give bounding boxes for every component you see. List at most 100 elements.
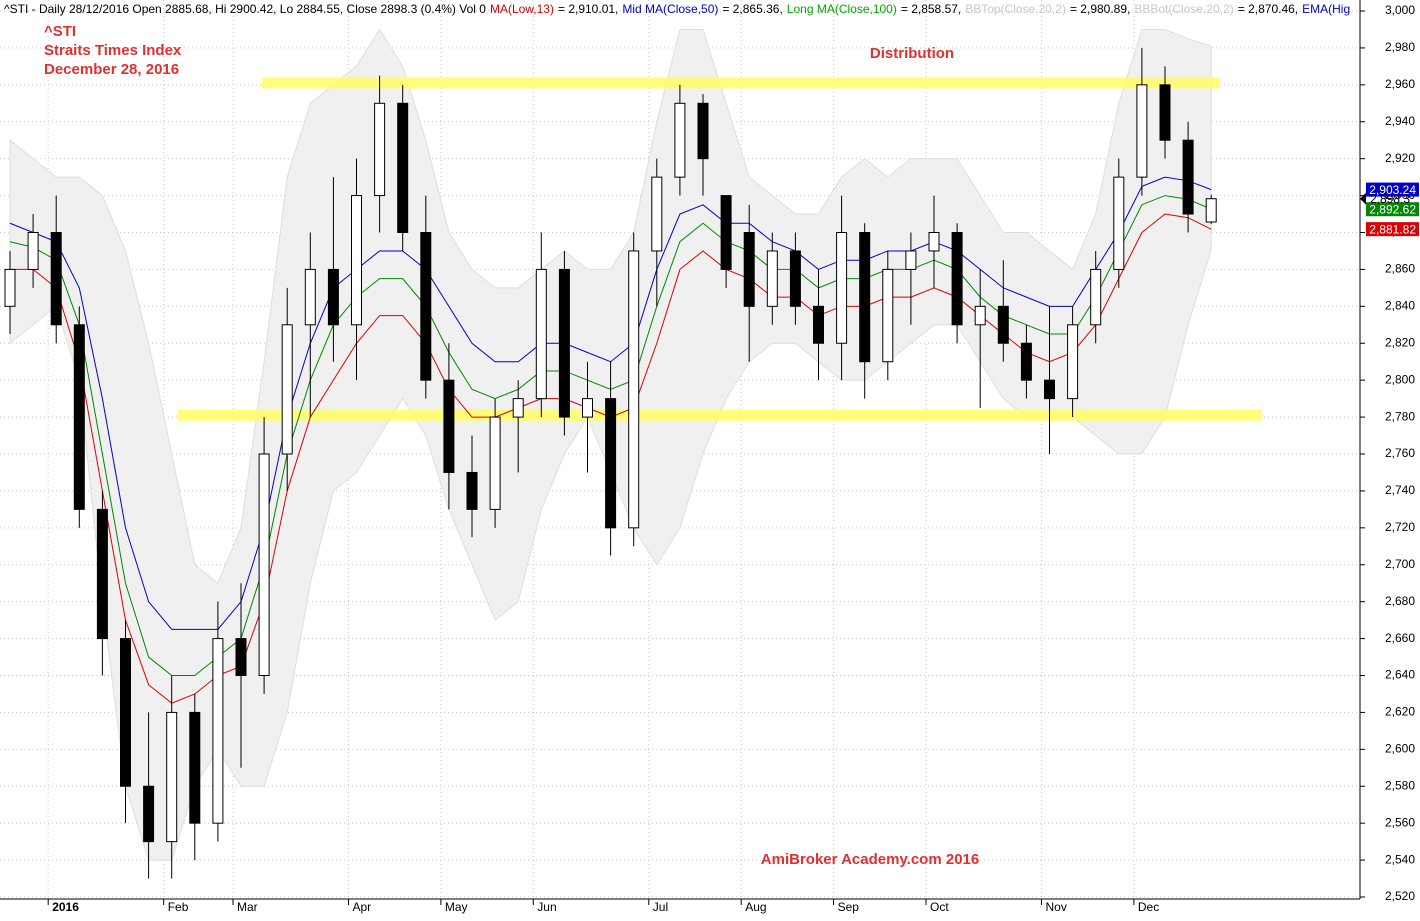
- x-tick-label: Apr: [353, 900, 372, 914]
- header-part: = 2,858.57,: [901, 2, 961, 16]
- candle-body: [720, 195, 732, 270]
- ma-end-badge-label: 2,903.24: [1369, 183, 1416, 197]
- candle-body: [674, 102, 686, 178]
- y-tick-label: 2,780: [1385, 409, 1415, 423]
- candle-body: [882, 268, 894, 363]
- candle-body: [836, 232, 848, 344]
- y-tick-label: 2,580: [1385, 778, 1415, 792]
- candle-body: [166, 711, 178, 843]
- candle-body: [212, 638, 224, 824]
- y-tick-label: 2,620: [1385, 705, 1415, 719]
- candle-body: [351, 195, 362, 326]
- header-part: MA(Low,13): [490, 2, 554, 16]
- y-tick-label: 2,720: [1385, 520, 1415, 534]
- candle-body: [281, 324, 293, 455]
- candle-body: [697, 102, 709, 160]
- candle-body: [27, 232, 39, 270]
- candle-body: [96, 508, 108, 640]
- candle-body: [50, 232, 62, 326]
- candle-body: [443, 379, 455, 473]
- y-tick-label: 2,520: [1385, 889, 1415, 903]
- candle-body: [558, 268, 570, 418]
- candle-body: [73, 324, 85, 510]
- header-part: BBTop(Close,20,2): [965, 2, 1066, 16]
- candle-body: [605, 398, 617, 529]
- y-tick-label: 2,820: [1385, 335, 1415, 349]
- header-part: = 2,910.01,: [558, 2, 618, 16]
- x-tick-label: Mar: [237, 900, 258, 914]
- y-tick-label: 2,740: [1385, 483, 1415, 497]
- candle-body: [189, 711, 201, 824]
- annotation: Straits Times Index: [44, 42, 182, 59]
- y-tick-label: 2,760: [1385, 446, 1415, 460]
- candle-body: [374, 102, 386, 197]
- candle-body: [512, 398, 524, 418]
- header-part: Mid MA(Close,50): [622, 2, 718, 16]
- header-part: = 2,870.46,: [1238, 2, 1298, 16]
- candle-body: [1182, 139, 1194, 215]
- y-tick-label: 2,840: [1385, 299, 1415, 313]
- candle-body: [120, 638, 131, 787]
- x-tick-label: Jun: [537, 900, 556, 914]
- close-pointer: [1360, 192, 1366, 205]
- candle-body: [1067, 324, 1079, 400]
- annotation: AmiBroker Academy.com 2016: [761, 851, 979, 868]
- candle-body: [928, 232, 940, 252]
- header-part: EMA(Hig: [1302, 2, 1350, 16]
- y-tick-label: 2,800: [1385, 372, 1415, 386]
- header-part: BBBot(Close,20,2): [1134, 2, 1233, 16]
- x-tick-label: Nov: [1046, 900, 1067, 914]
- x-tick-label: Sep: [838, 900, 860, 914]
- ma-end-badge-label: 2,881.82: [1369, 222, 1416, 236]
- candle-body: [1136, 84, 1148, 178]
- candle-body: [974, 305, 986, 326]
- candle-body: [789, 250, 801, 307]
- candle-body: [743, 232, 755, 307]
- x-tick-label: Jul: [653, 900, 668, 914]
- y-tick-label: 2,640: [1385, 668, 1415, 682]
- y-tick-label: 2,540: [1385, 852, 1415, 866]
- candle-body: [766, 250, 778, 307]
- candle-body: [813, 305, 824, 344]
- candle-body: [4, 268, 16, 307]
- candle-body: [1113, 176, 1125, 270]
- header-part: = 2,865.36,: [722, 2, 782, 16]
- ma-end-badge: [1366, 202, 1419, 217]
- close-label: 2,898.3: [1370, 192, 1410, 206]
- header: ^STI - Daily 28/12/2016 Open 2885.68, Hi…: [4, 2, 1350, 16]
- candle-body: [1159, 84, 1171, 141]
- x-tick-label: Dec: [1138, 900, 1159, 914]
- annotation: December 28, 2016: [44, 61, 179, 78]
- annotation: ^STI: [44, 23, 76, 40]
- candle-body: [905, 250, 917, 270]
- candle-body: [258, 453, 270, 676]
- candle-body: [327, 268, 339, 326]
- candle-body: [997, 305, 1009, 344]
- candle-body: [397, 102, 409, 233]
- candle-body: [628, 250, 640, 529]
- x-tick-label: May: [445, 900, 468, 914]
- y-tick-label: 2,600: [1385, 742, 1415, 756]
- y-tick-label: 2,680: [1385, 594, 1415, 608]
- ma-end-badge: [1366, 182, 1419, 197]
- annotation: Distribution: [870, 45, 954, 62]
- candle-body: [582, 398, 593, 418]
- candle-body: [304, 268, 316, 326]
- header-part: Long MA(Close,100): [787, 2, 897, 16]
- candle-body: [1044, 379, 1055, 400]
- x-tick-label: 2016: [52, 900, 79, 914]
- candle-body: [859, 232, 871, 363]
- candle-body: [143, 785, 155, 843]
- x-tick-label: Feb: [168, 900, 189, 914]
- candle-body: [535, 268, 547, 400]
- y-tick-label: 2,980: [1385, 40, 1415, 54]
- x-tick-label: Oct: [930, 900, 949, 914]
- y-tick-label: 2,860: [1385, 262, 1415, 276]
- y-tick-label: 2,560: [1385, 815, 1415, 829]
- ma-end-badge-label: 2,892.62: [1369, 202, 1416, 216]
- candle-body: [1090, 268, 1102, 326]
- candle-body: [420, 232, 432, 381]
- candle-body: [489, 416, 501, 510]
- candle-body: [951, 232, 963, 326]
